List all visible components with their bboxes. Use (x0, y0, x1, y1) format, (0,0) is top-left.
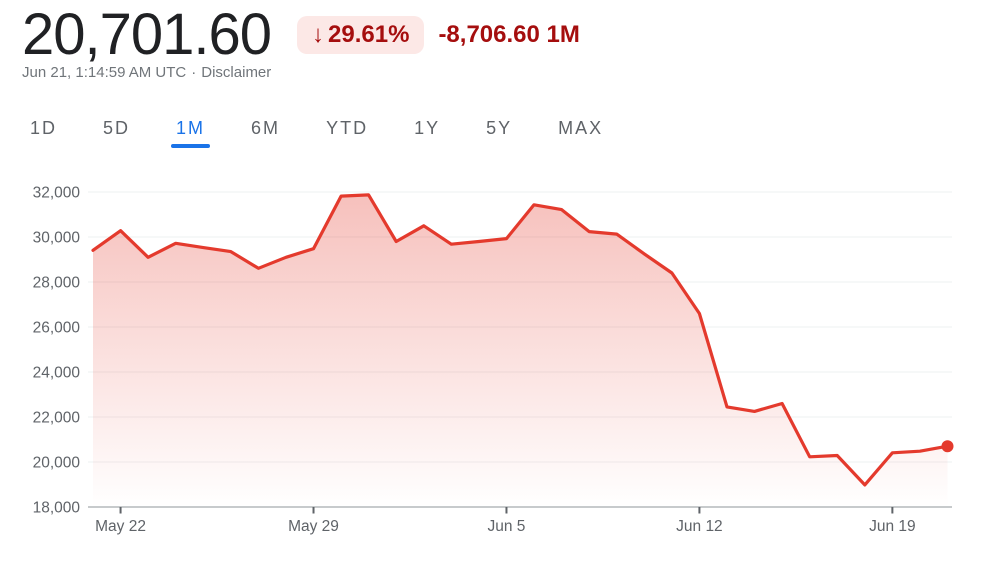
quote-timestamp: Jun 21, 1:14:59 AM UTC (22, 64, 187, 81)
y-axis-label: 18,000 (33, 500, 81, 517)
change-percent-badge: ↓ 29.61% (297, 16, 425, 54)
tab-label: MAX (558, 118, 604, 138)
x-axis-label: Jun 12 (676, 518, 723, 535)
tab-1m[interactable]: 1M (171, 118, 211, 148)
active-tab-underline (171, 144, 211, 148)
price-chart[interactable]: 18,000 20,000 22,000 24,000 26,000 28,000 30,0… (0, 168, 982, 566)
tab-1d[interactable]: 1D (30, 118, 57, 148)
tab-6m[interactable]: 6M (251, 118, 280, 148)
price-area-fill (93, 194, 948, 507)
change-absolute: -8,706.60 1M (438, 21, 580, 48)
tab-ytd[interactable]: YTD (326, 118, 368, 148)
y-axis-label: 20,000 (33, 455, 81, 472)
tab-label: 6M (251, 118, 281, 138)
last-price-dot (941, 440, 954, 453)
x-axis-label: Jun 19 (869, 518, 916, 535)
x-axis-label: May 22 (95, 518, 146, 535)
tab-label: 5D (103, 118, 131, 138)
quote-meta-row: Jun 21, 1:14:59 AM UTC · Disclaimer (22, 63, 271, 82)
tab-max[interactable]: MAX (558, 118, 603, 148)
tab-1y[interactable]: 1Y (414, 118, 440, 148)
down-arrow-icon: ↓ (312, 21, 325, 48)
x-axis-label: May 29 (288, 518, 339, 535)
disclaimer-link[interactable]: Disclaimer (201, 64, 272, 81)
meta-separator: · (191, 64, 197, 81)
tab-label: YTD (326, 118, 369, 138)
y-axis-label: 22,000 (33, 410, 81, 427)
tab-5d[interactable]: 5D (103, 118, 130, 148)
y-axis-label: 24,000 (33, 365, 81, 382)
tab-label: 1D (30, 118, 58, 138)
y-axis-label: 26,000 (33, 320, 81, 337)
tab-label: 1M (176, 118, 206, 138)
tab-label: 1Y (414, 118, 441, 138)
change-percent: 29.61% (328, 21, 410, 48)
y-axis-label: 30,000 (33, 230, 81, 247)
x-axis-label: Jun 5 (488, 518, 526, 535)
tab-5y[interactable]: 5Y (486, 118, 512, 148)
y-axis-label: 32,000 (33, 185, 81, 202)
price-line (91, 193, 950, 487)
price-row: 20,701.60 ↓ 29.61% -8,706.60 1M (22, 6, 580, 64)
change-period: 1M (546, 21, 580, 48)
tab-label: 5Y (486, 118, 513, 138)
price-value: 20,701.60 (22, 2, 272, 67)
y-axis-label: 28,000 (33, 275, 81, 292)
range-tabs: 1D 5D 1M 6M YTD 1Y 5Y MAX (30, 118, 603, 148)
